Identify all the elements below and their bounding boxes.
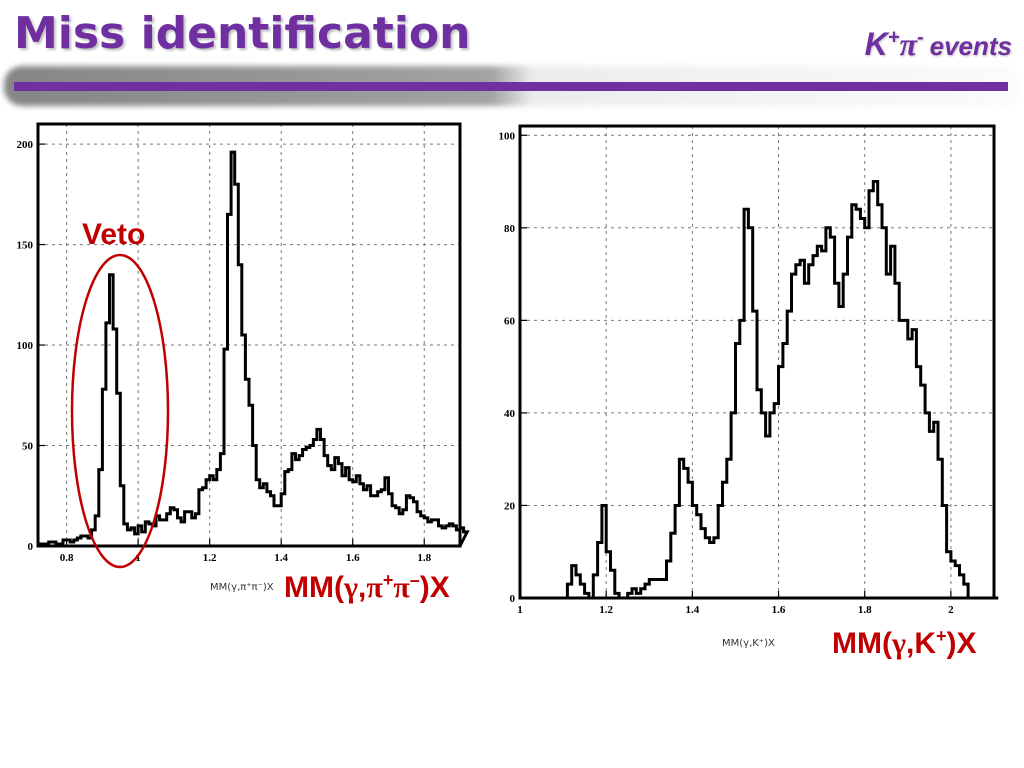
left-axis-title: MM(γ,π+π–)X (284, 570, 450, 605)
y-tick-label: 40 (504, 408, 516, 420)
x-tick-label: 1 (135, 552, 141, 564)
plot-frame (36, 122, 462, 548)
slide-subtitle: K+π-events (865, 26, 1012, 63)
y-tick-label: 50 (22, 441, 34, 453)
right-title-gamma: γ (891, 627, 907, 660)
slide-title: Miss identification (14, 8, 471, 59)
x-tick-label: 1.4 (274, 552, 288, 564)
left-title-pion1: π (366, 571, 383, 604)
left-title-prefix: MM( (284, 571, 344, 604)
veto-label: Veto (82, 218, 146, 251)
plot-frame (518, 124, 996, 600)
right-title-prefix: MM( (832, 627, 892, 660)
y-tick-label: 20 (504, 500, 516, 512)
x-tick-label: 1.4 (685, 604, 699, 616)
y-tick-label: 100 (17, 340, 34, 352)
title-bar-line (14, 82, 1008, 91)
histogram-series (520, 180, 999, 600)
left-title-sep: , (358, 571, 367, 604)
subtitle-kaon: K (864, 26, 888, 62)
y-tick-label: 150 (17, 240, 34, 252)
x-tick-label: 2 (948, 604, 954, 616)
left-histogram: 0.8 1 1.2 1.4 1.6 1.8 0 50 100 150 200 MM(γ,π⁺π⁻)X (17, 122, 470, 593)
x-tick-label: 0.8 (60, 552, 74, 564)
x-axis-caption: MM(γ,π⁺π⁻)X (210, 582, 274, 593)
right-title-kaon-charge: + (936, 626, 947, 646)
x-tick-label: 1 (517, 604, 523, 616)
x-tick-label: 1.2 (203, 552, 217, 564)
y-tick-label: 100 (499, 130, 516, 142)
subtitle-pion: π (899, 26, 917, 62)
y-tick-label: 200 (17, 139, 34, 151)
x-tick-label: 1.2 (599, 604, 613, 616)
right-title-suffix: )X (946, 627, 977, 660)
y-tick-label: 80 (504, 223, 516, 235)
x-tick-label: 1.8 (417, 552, 431, 564)
x-tick-label: 1.6 (772, 604, 786, 616)
y-tick-label: 0 (28, 541, 34, 553)
left-title-gamma: γ (343, 571, 359, 604)
left-title-pion2: π (393, 571, 410, 604)
subtitle-kaon-charge: + (887, 26, 900, 49)
x-tick-label: 1.6 (346, 552, 360, 564)
veto-ellipse (70, 253, 170, 569)
left-title-pion2-charge: – (409, 570, 420, 590)
y-tick-label: 60 (504, 315, 516, 327)
right-title-sep: ,K (906, 627, 937, 660)
y-tick-label: 0 (510, 593, 516, 605)
histogram-series (36, 150, 470, 547)
subtitle-events: events (929, 31, 1012, 61)
left-title-pion1-charge: + (382, 570, 394, 590)
subtitle-pion-charge: - (916, 26, 924, 49)
left-title-suffix: )X (419, 571, 450, 604)
x-axis-caption: MM(γ,K⁺)X (722, 638, 775, 649)
x-tick-label: 1.8 (858, 604, 872, 616)
right-axis-title: MM(γ,K+)X (832, 626, 977, 661)
